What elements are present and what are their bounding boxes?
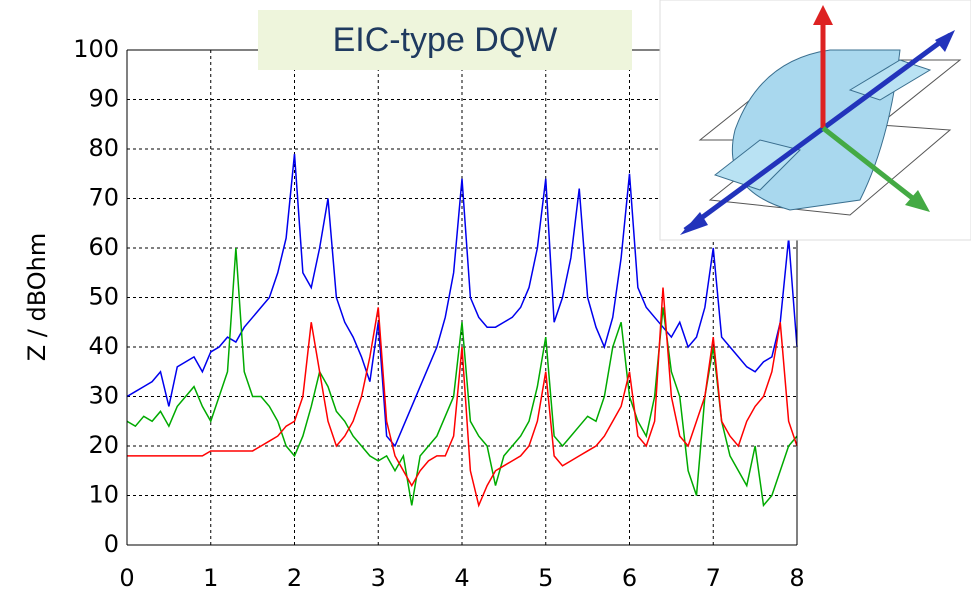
y-tick-label: 40 [88, 332, 119, 360]
x-tick-label: 0 [119, 564, 134, 592]
y-tick-label: 100 [73, 35, 119, 63]
x-tick-label: 7 [706, 564, 721, 592]
inset-diagram [660, 0, 971, 240]
y-tick-label: 0 [104, 530, 119, 558]
chart: 0 10 20 30 40 50 60 70 80 90 100 0 1 2 3 4 5 6 7 8 EIC-type… [0, 0, 971, 594]
x-tick-label: 8 [789, 564, 804, 592]
y-tick-label: 20 [88, 431, 119, 459]
x-tick-label: 4 [454, 564, 469, 592]
y-axis-label: Z / dBOhm [23, 233, 51, 362]
y-tick-label: 90 [88, 85, 119, 113]
y-tick-label: 10 [88, 481, 119, 509]
y-tick-label: 30 [88, 382, 119, 410]
chart-title: EIC-type DQW [333, 21, 558, 59]
y-tick-label: 60 [88, 233, 119, 261]
x-tick-label: 1 [203, 564, 218, 592]
x-tick-label: 6 [622, 564, 637, 592]
x-tick-label: 2 [287, 564, 302, 592]
y-tick-label: 70 [88, 184, 119, 212]
y-tick-label: 50 [88, 283, 119, 311]
y-tick-label: 80 [88, 134, 119, 162]
x-tick-label: 5 [538, 564, 553, 592]
x-tick-label: 3 [371, 564, 386, 592]
